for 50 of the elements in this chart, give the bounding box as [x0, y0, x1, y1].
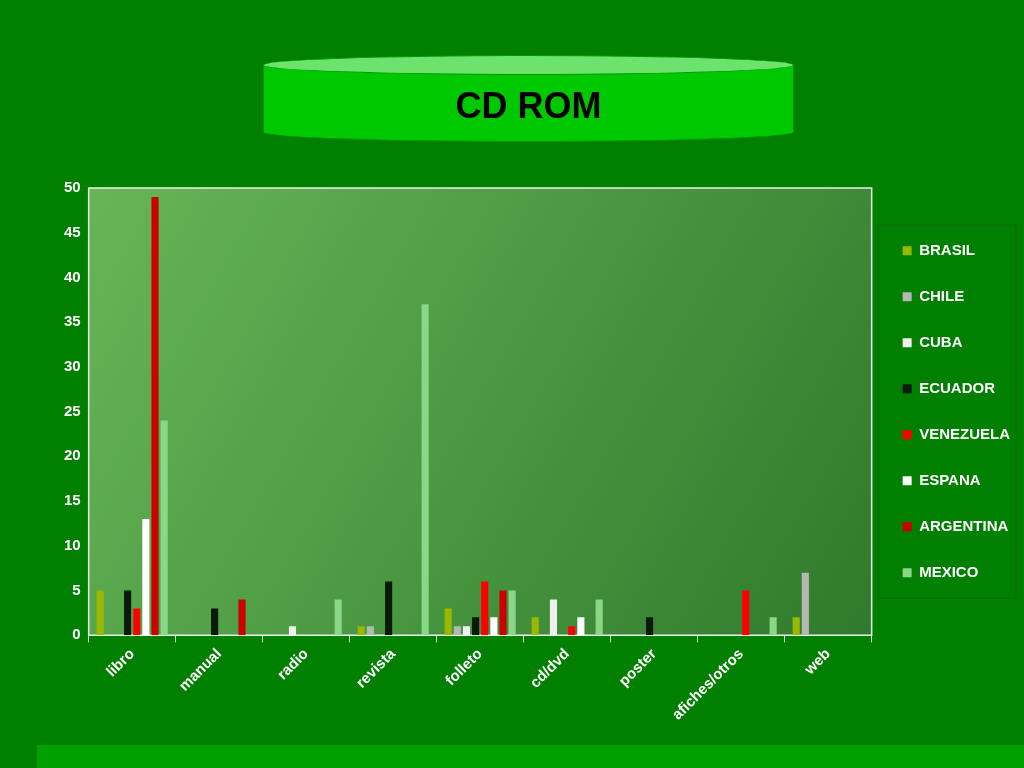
bar	[490, 617, 498, 636]
legend-label: ARGENTINA	[919, 516, 1009, 534]
bar	[124, 590, 132, 636]
y-tick-label: 5	[72, 580, 81, 598]
legend-label: ESPANA	[919, 470, 981, 488]
bar	[646, 617, 654, 636]
bar	[444, 608, 452, 636]
y-tick-label: 40	[64, 267, 81, 285]
bar	[769, 617, 777, 636]
legend-label: ECUADOR	[919, 378, 996, 396]
bar	[96, 590, 104, 636]
bar	[531, 617, 539, 636]
bar	[568, 626, 576, 636]
x-tick-label: web	[799, 644, 834, 679]
y-tick-label: 35	[64, 312, 81, 330]
bar	[366, 626, 374, 636]
bar	[508, 590, 516, 636]
bar	[160, 420, 168, 636]
y-tick-label: 50	[64, 178, 81, 196]
legend-label: CUBA	[919, 332, 963, 350]
bar	[334, 599, 342, 636]
bar	[577, 617, 585, 636]
legend-label: VENEZUELA	[919, 424, 1011, 442]
y-tick-label: 20	[64, 446, 81, 464]
bar	[142, 518, 150, 636]
bar	[421, 304, 429, 636]
chart-title: CD ROM	[454, 84, 603, 128]
y-tick-label: 0	[72, 625, 81, 643]
bar	[238, 599, 246, 636]
bar	[357, 626, 365, 636]
legend-label: BRASIL	[919, 240, 975, 258]
y-tick-label: 25	[64, 401, 81, 419]
bar	[151, 196, 159, 636]
y-tick-label: 15	[64, 491, 81, 509]
legend-label: CHILE	[919, 286, 965, 304]
y-tick-label: 30	[64, 357, 81, 375]
bar	[133, 608, 141, 636]
bar	[792, 617, 800, 636]
bar	[499, 590, 507, 636]
bar	[595, 599, 603, 636]
y-tick-label: 10	[64, 535, 81, 553]
bar	[211, 608, 219, 636]
bar	[453, 626, 461, 636]
bar	[801, 572, 809, 636]
bar	[472, 617, 480, 636]
y-tick-label: 45	[64, 222, 81, 240]
legend-label: MEXICO	[919, 562, 979, 580]
bar	[481, 581, 489, 636]
bar	[742, 590, 750, 636]
bar	[385, 581, 393, 636]
